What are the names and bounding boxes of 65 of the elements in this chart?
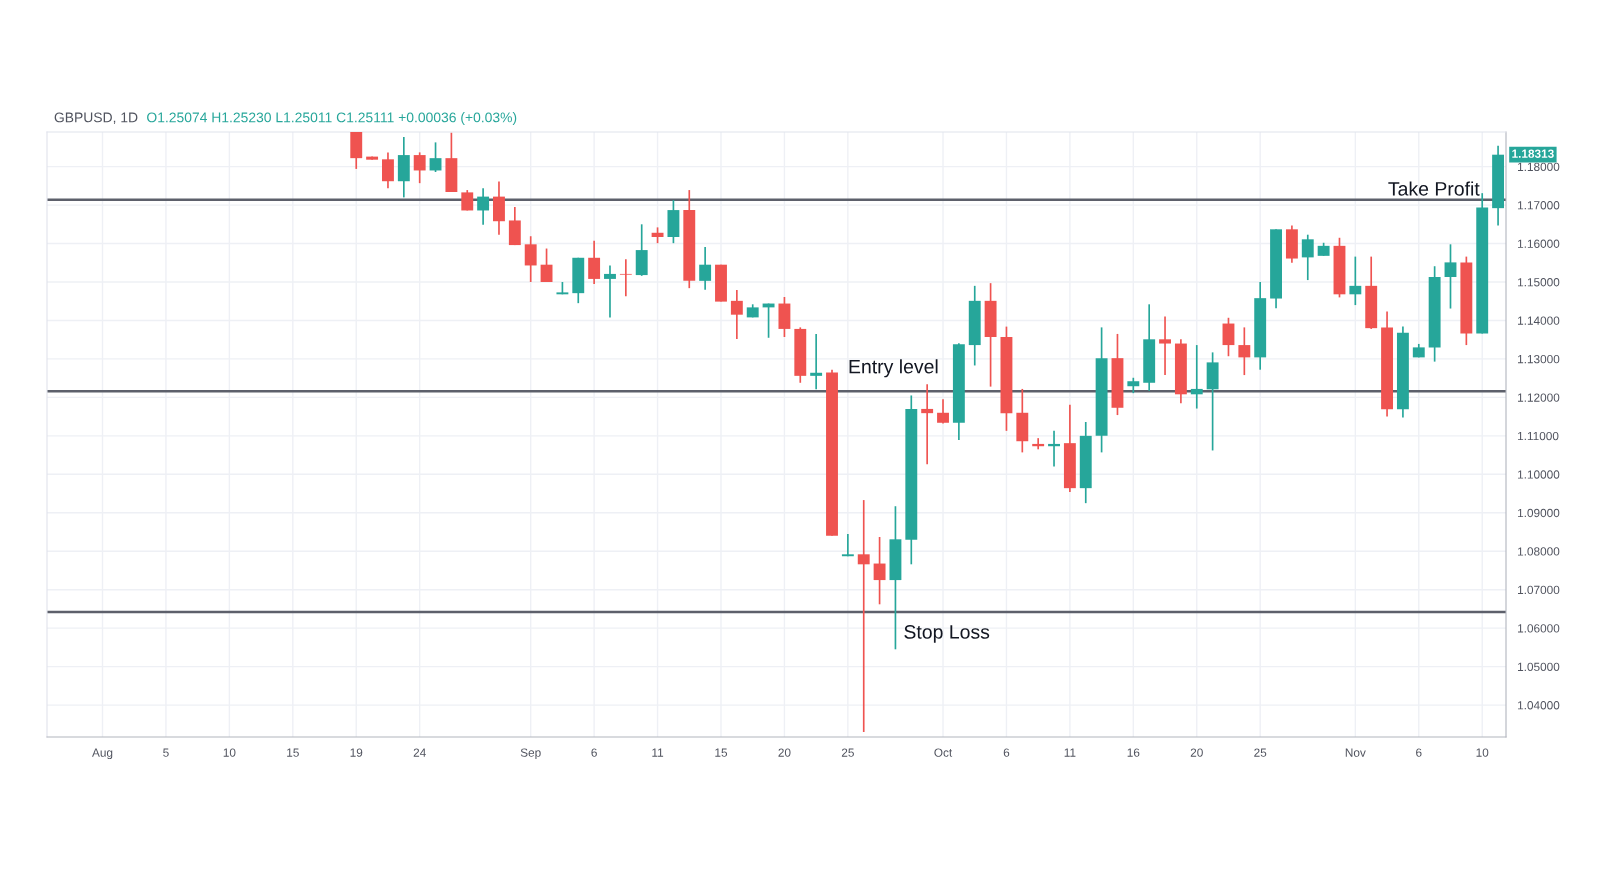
chart-subtitle: O1.25074 H1.25230 L1.25011 C1.25111 +0.00036 (+0.03%) — [147, 112, 517, 126]
x-tick-label: 24 — [413, 748, 426, 757]
candlestick — [382, 151, 394, 189]
ref-line-label: Entry level — [849, 359, 938, 378]
candlestick — [810, 333, 823, 391]
text: 1.18313 — [1512, 149, 1554, 158]
y-tick-label: 1.09000 — [1518, 508, 1560, 518]
candlestick — [1349, 255, 1362, 306]
x-tick-label: 5 — [163, 748, 169, 757]
candlestick — [413, 151, 426, 184]
y-tick-label: 1.10000 — [1518, 470, 1560, 479]
candlestick — [540, 247, 553, 283]
x-tick-label: 6 — [1003, 748, 1010, 757]
y-tick-label: 1.06000 — [1518, 624, 1560, 633]
y-tick-label: 1.04000 — [1518, 701, 1560, 710]
x-tick-label: 11 — [652, 748, 664, 757]
y-tick-label: 1.07000 — [1518, 585, 1560, 595]
x-tick-label: 15 — [287, 748, 299, 757]
candlestick — [619, 258, 632, 298]
x-tick-label: 19 — [350, 748, 363, 757]
x-tick-label: Sep — [520, 748, 541, 760]
x-tick-label: 6 — [1416, 748, 1422, 757]
candlestick — [1159, 315, 1171, 376]
y-tick-label: 1.14000 — [1518, 316, 1560, 325]
x-tick-label: 15 — [715, 748, 728, 757]
x-tick-label: 6 — [591, 748, 597, 757]
x-tick-label: 16 — [1127, 748, 1140, 757]
candlestick — [730, 289, 743, 340]
ref-line-label: Take Profit — [1388, 181, 1480, 196]
y-tick-label: 1.13000 — [1518, 354, 1560, 364]
candlestick — [937, 398, 949, 425]
x-tick-label: 10 — [1476, 748, 1489, 757]
x-tick-label: Nov — [1345, 748, 1366, 757]
x-tick-label: 10 — [223, 748, 236, 757]
candlestick — [604, 264, 616, 319]
y-tick-label: 1.16000 — [1518, 239, 1560, 248]
x-tick-label: 20 — [778, 748, 791, 757]
candlestick — [1222, 316, 1235, 358]
x-tick-label: 25 — [1254, 748, 1267, 757]
candlestick — [873, 536, 886, 606]
candlestick — [921, 383, 934, 466]
x-tick-label: 11 — [1064, 748, 1076, 757]
candlestick — [699, 246, 712, 291]
y-tick-label: 1.08000 — [1518, 547, 1560, 556]
candlestick — [857, 499, 870, 733]
x-tick-label: 20 — [1190, 748, 1203, 757]
x-tick-label: Oct — [934, 748, 953, 757]
x-tick-label: Aug — [92, 748, 113, 760]
y-tick-label: 1.05000 — [1518, 662, 1560, 672]
candlestick — [429, 141, 442, 173]
candlestick — [588, 240, 601, 285]
ref-line-label: Stop Loss — [904, 625, 990, 643]
candlestick — [524, 235, 537, 283]
x-tick-label: 25 — [841, 748, 854, 757]
candlestick — [1238, 326, 1251, 376]
chart-title: GBPUSD, 1D — [54, 112, 138, 124]
y-tick-label: 1.18000 — [1518, 162, 1560, 172]
candlestick — [1444, 243, 1457, 310]
y-tick-label: 1.12000 — [1518, 393, 1560, 402]
candlestick — [1301, 233, 1314, 281]
y-tick-label: 1.17000 — [1518, 201, 1560, 210]
y-tick-label: 1.15000 — [1518, 278, 1560, 287]
y-tick-label: 1.11000 — [1518, 431, 1559, 441]
candlestick — [477, 187, 490, 226]
candlestick — [1190, 344, 1203, 410]
